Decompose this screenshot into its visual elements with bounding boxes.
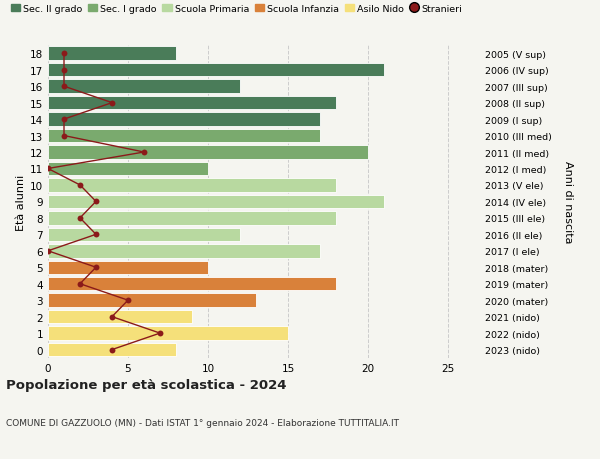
Text: COMUNE DI GAZZUOLO (MN) - Dati ISTAT 1° gennaio 2024 - Elaborazione TUTTITALIA.I: COMUNE DI GAZZUOLO (MN) - Dati ISTAT 1° … [6,418,399,427]
Bar [48,195,384,209]
Point [107,346,117,353]
Point [91,264,101,271]
Point [75,182,85,189]
Legend: Sec. II grado, Sec. I grado, Scuola Primaria, Scuola Infanzia, Asilo Nido, Stran: Sec. II grado, Sec. I grado, Scuola Prim… [11,5,463,14]
Point [75,280,85,288]
Bar [48,129,320,143]
Point [43,165,53,173]
Bar [48,64,384,77]
Y-axis label: Anni di nascita: Anni di nascita [563,161,573,243]
Point [91,231,101,239]
Point [59,50,69,58]
Point [155,330,165,337]
Point [107,313,117,321]
Point [75,215,85,222]
Bar [48,80,240,94]
Bar [48,261,208,274]
Bar [48,310,192,324]
Point [59,116,69,123]
Bar [48,343,176,357]
Bar [48,97,336,110]
Bar [48,113,320,127]
Bar [48,47,176,61]
Y-axis label: Età alunni: Età alunni [16,174,26,230]
Bar [48,294,256,307]
Bar [48,162,208,176]
Point [91,198,101,206]
Bar [48,179,336,192]
Point [59,67,69,74]
Point [43,247,53,255]
Point [59,83,69,90]
Point [107,100,117,107]
Bar [48,228,240,241]
Bar [48,212,336,225]
Point [59,133,69,140]
Text: Popolazione per età scolastica - 2024: Popolazione per età scolastica - 2024 [6,379,287,392]
Bar [48,277,336,291]
Point [123,297,133,304]
Bar [48,146,368,159]
Bar [48,327,288,340]
Bar [48,245,320,258]
Point [139,149,149,157]
